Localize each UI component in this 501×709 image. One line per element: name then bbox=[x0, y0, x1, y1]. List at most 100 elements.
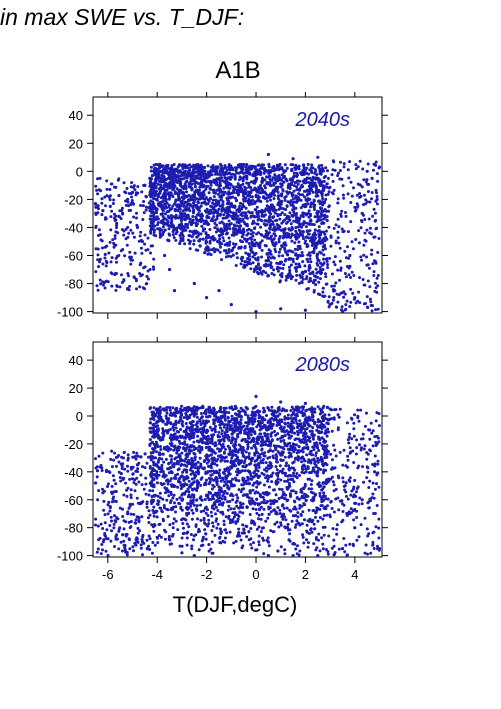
data-point bbox=[192, 534, 196, 538]
data-point bbox=[260, 213, 264, 217]
data-point bbox=[146, 236, 150, 240]
data-point bbox=[324, 166, 328, 170]
data-point bbox=[375, 202, 379, 206]
data-point bbox=[227, 504, 231, 508]
data-point bbox=[249, 543, 253, 546]
data-point bbox=[182, 214, 186, 218]
data-point bbox=[314, 189, 318, 193]
data-point bbox=[326, 169, 329, 173]
data-point bbox=[205, 461, 209, 465]
data-point bbox=[256, 517, 260, 521]
data-point bbox=[239, 406, 243, 410]
data-point bbox=[301, 230, 305, 234]
data-point bbox=[267, 263, 271, 267]
data-point bbox=[255, 258, 259, 262]
data-point bbox=[257, 543, 261, 547]
data-point bbox=[243, 481, 247, 485]
data-point bbox=[207, 518, 211, 522]
data-point bbox=[311, 183, 315, 187]
data-point bbox=[176, 165, 180, 169]
data-point bbox=[178, 242, 182, 245]
data-point bbox=[175, 228, 178, 232]
data-point bbox=[158, 496, 162, 500]
data-point bbox=[295, 171, 299, 175]
data-point bbox=[227, 171, 231, 175]
data-point bbox=[290, 168, 294, 172]
data-point bbox=[368, 297, 372, 301]
data-point bbox=[364, 180, 368, 184]
data-point bbox=[195, 163, 199, 167]
data-point bbox=[231, 185, 235, 189]
data-point bbox=[116, 178, 120, 182]
data-point bbox=[218, 237, 222, 241]
data-point bbox=[241, 544, 245, 548]
data-point bbox=[375, 195, 379, 198]
data-point bbox=[156, 182, 160, 186]
data-point bbox=[213, 191, 217, 195]
data-point bbox=[234, 166, 237, 170]
data-point bbox=[218, 204, 222, 208]
data-point bbox=[127, 274, 130, 278]
data-point bbox=[274, 447, 278, 451]
data-point bbox=[152, 189, 156, 193]
data-point bbox=[283, 163, 287, 167]
data-point bbox=[370, 248, 374, 252]
data-point bbox=[375, 172, 379, 176]
data-point bbox=[285, 499, 289, 503]
data-point bbox=[188, 421, 192, 425]
data-point bbox=[266, 152, 270, 157]
data-point bbox=[229, 202, 233, 205]
data-point bbox=[373, 163, 377, 167]
data-point bbox=[194, 248, 198, 252]
data-point bbox=[114, 185, 118, 189]
data-point bbox=[184, 422, 188, 425]
data-point bbox=[203, 197, 207, 201]
data-point bbox=[220, 220, 224, 224]
data-point bbox=[217, 201, 221, 205]
data-point bbox=[346, 192, 350, 196]
data-point bbox=[148, 268, 152, 271]
data-point bbox=[230, 249, 234, 253]
data-point bbox=[305, 229, 309, 233]
data-point bbox=[261, 416, 265, 420]
data-point bbox=[103, 256, 107, 260]
data-point bbox=[269, 198, 272, 202]
data-point bbox=[287, 451, 291, 455]
data-point bbox=[164, 183, 167, 187]
data-point bbox=[178, 476, 182, 480]
data-point bbox=[141, 204, 145, 208]
data-point bbox=[262, 264, 266, 267]
data-point bbox=[147, 201, 151, 205]
data-point bbox=[331, 288, 335, 291]
data-point bbox=[325, 219, 329, 222]
data-point bbox=[290, 466, 294, 470]
data-point bbox=[192, 232, 196, 236]
data-point bbox=[301, 237, 305, 241]
data-point bbox=[165, 222, 169, 226]
data-point bbox=[196, 168, 200, 172]
data-point bbox=[250, 446, 254, 450]
data-point bbox=[301, 254, 305, 257]
data-point bbox=[296, 248, 300, 251]
data-point bbox=[240, 211, 244, 215]
data-point bbox=[322, 514, 326, 518]
data-point bbox=[280, 173, 284, 177]
data-point bbox=[373, 211, 377, 215]
data-point bbox=[335, 292, 339, 296]
data-point bbox=[239, 262, 243, 266]
data-point bbox=[152, 197, 156, 201]
data-point bbox=[291, 250, 295, 254]
data-point bbox=[254, 310, 258, 314]
data-point bbox=[210, 473, 214, 477]
data-point bbox=[306, 232, 310, 236]
data-point bbox=[322, 471, 325, 475]
data-point bbox=[314, 233, 318, 237]
data-point bbox=[180, 177, 184, 181]
data-point bbox=[260, 239, 264, 243]
data-point bbox=[201, 419, 205, 423]
data-point bbox=[179, 236, 183, 240]
data-point bbox=[316, 460, 320, 464]
data-point bbox=[169, 492, 173, 496]
data-point bbox=[161, 519, 165, 523]
data-point bbox=[174, 505, 178, 509]
